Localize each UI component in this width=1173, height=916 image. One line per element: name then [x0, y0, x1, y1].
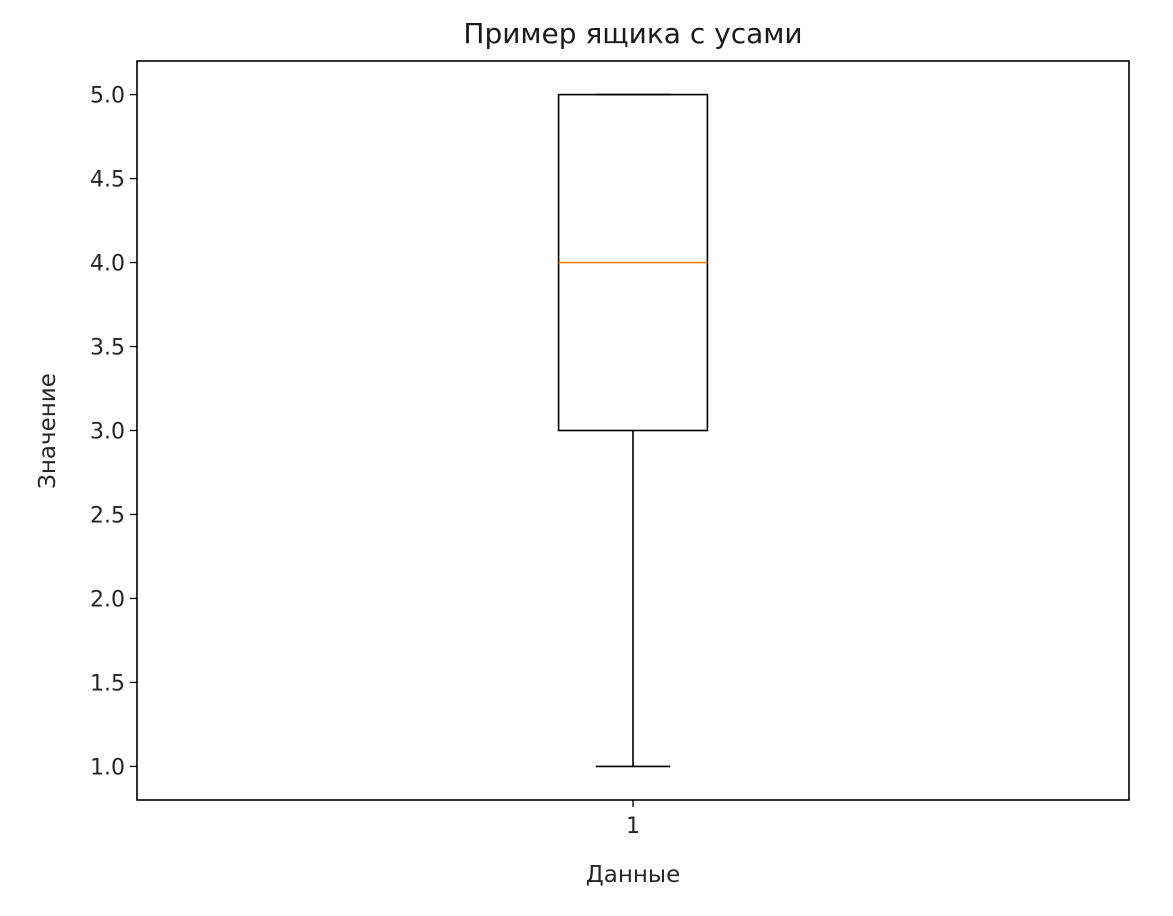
chart-title: Пример ящика с усами: [463, 17, 802, 50]
x-tick-label: 1: [626, 814, 640, 839]
y-tick-label: 1.0: [90, 755, 125, 780]
y-tick-label: 3.5: [90, 336, 125, 361]
y-tick-label: 2.0: [90, 587, 125, 612]
y-tick-label: 4.0: [90, 252, 125, 277]
y-tick-label: 4.5: [90, 168, 125, 193]
y-tick-label: 2.5: [90, 503, 125, 528]
y-tick-label: 5.0: [90, 84, 125, 109]
x-axis-label: Данные: [586, 862, 680, 888]
axes-frame: [136, 60, 1130, 801]
y-axis-label: Значение: [35, 373, 61, 489]
y-tick-label: 1.5: [90, 671, 125, 696]
y-tick-label: 3.0: [90, 420, 125, 445]
